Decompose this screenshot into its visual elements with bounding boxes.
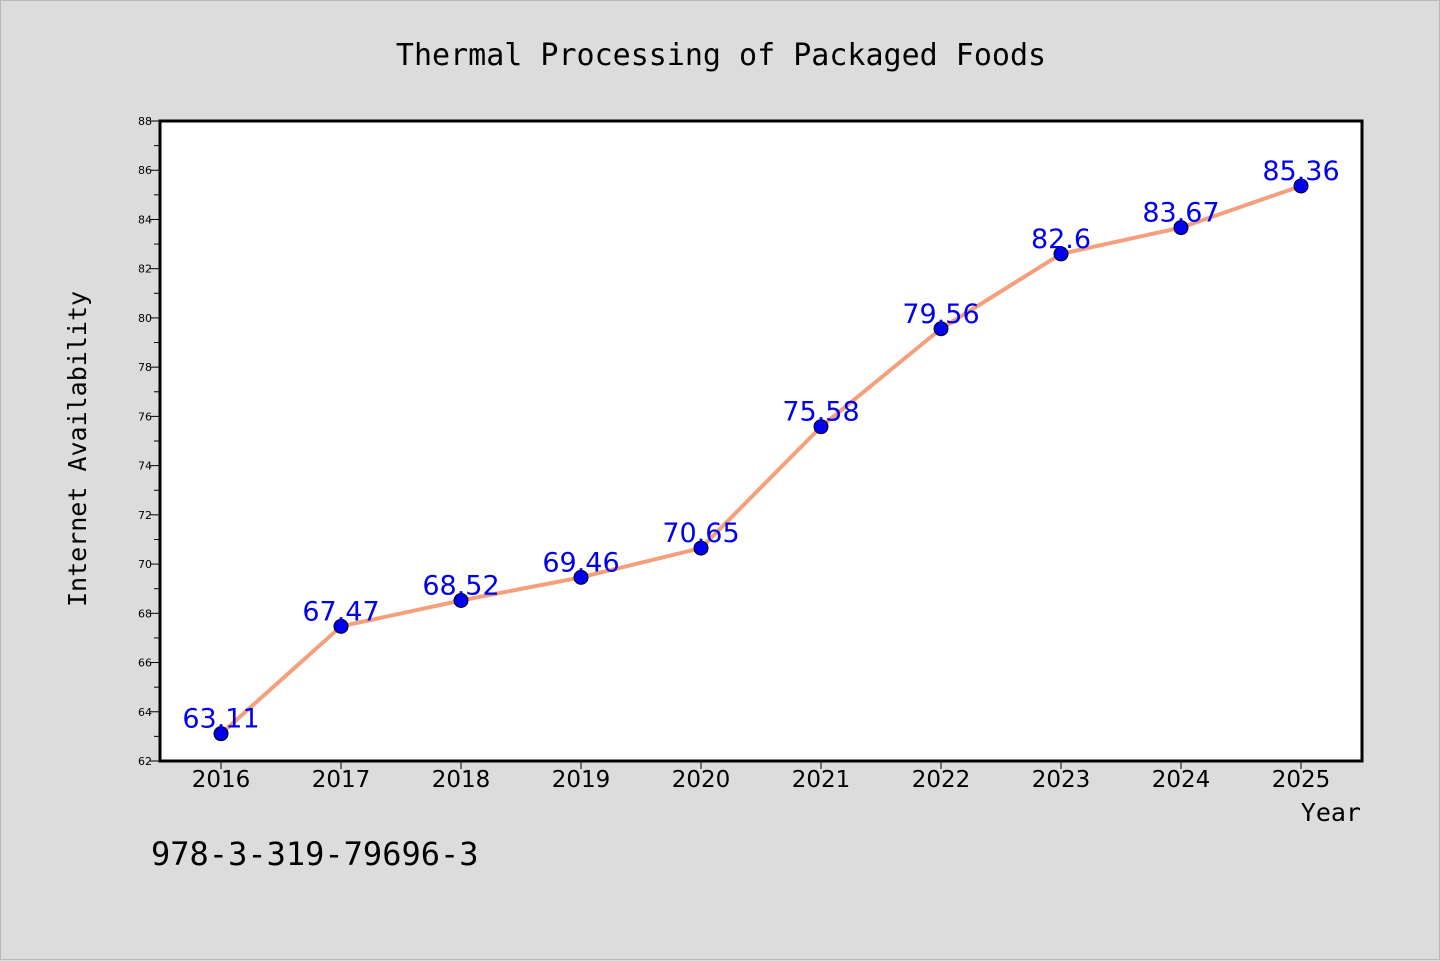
data-label: 85.36 bbox=[1262, 156, 1339, 187]
data-point bbox=[1293, 178, 1309, 194]
y-tick-label: 66 bbox=[138, 657, 152, 670]
data-label: 70.65 bbox=[662, 518, 739, 549]
footer-code: 978-3-319-79696-3 bbox=[151, 835, 479, 873]
y-tick-label: 80 bbox=[138, 312, 152, 325]
y-tick-label: 78 bbox=[138, 361, 152, 374]
data-label: 68.52 bbox=[422, 571, 499, 602]
data-point bbox=[813, 419, 829, 435]
x-axis: 2016 2017 2018 2019 2020 2021 2022 2023 2024 2025 bbox=[192, 761, 1331, 793]
data-point bbox=[693, 540, 709, 556]
data-point bbox=[933, 321, 949, 337]
data-point bbox=[573, 569, 589, 585]
plot-area bbox=[158, 119, 1364, 763]
y-tick-label: 86 bbox=[138, 164, 152, 177]
data-label: 63.11 bbox=[182, 704, 259, 735]
x-tick-label: 2017 bbox=[312, 767, 371, 793]
x-tick-label: 2024 bbox=[1152, 767, 1211, 793]
y-tick-label: 76 bbox=[138, 410, 152, 423]
x-tick-label: 2022 bbox=[912, 767, 971, 793]
data-point bbox=[213, 726, 229, 742]
x-tick-label: 2016 bbox=[192, 767, 251, 793]
x-tick-label: 2018 bbox=[432, 767, 491, 793]
y-tick-label: 82 bbox=[138, 263, 152, 276]
x-axis-label: Year bbox=[1301, 798, 1361, 827]
data-label: 75.58 bbox=[782, 397, 859, 428]
y-tick-label: 64 bbox=[138, 706, 152, 719]
x-tick-label: 2020 bbox=[672, 767, 731, 793]
data-point bbox=[333, 618, 349, 634]
series-group: 63.11 67.47 68.52 69.46 70.65 75.58 79.56 82.6 8… bbox=[182, 156, 1340, 742]
x-tick-label: 2019 bbox=[552, 767, 611, 793]
y-tick-label: 74 bbox=[138, 460, 152, 473]
y-tick-label: 68 bbox=[138, 607, 152, 620]
y-tick-label: 84 bbox=[138, 213, 152, 226]
y-axis-label: Internet Availability bbox=[63, 291, 92, 607]
data-point bbox=[1053, 246, 1069, 262]
y-tick-label: 72 bbox=[138, 509, 152, 522]
x-tick-label: 2023 bbox=[1032, 767, 1091, 793]
data-label: 82.6 bbox=[1031, 224, 1091, 255]
data-label: 67.47 bbox=[302, 596, 379, 627]
data-point bbox=[453, 593, 469, 609]
data-label: 69.46 bbox=[542, 547, 619, 578]
y-axis: 62 64 66 68 70 72 74 76 78 80 82 84 86 88 bbox=[138, 115, 160, 768]
y-tick-label: 62 bbox=[138, 755, 152, 768]
x-tick-label: 2021 bbox=[792, 767, 851, 793]
y-tick-label: 88 bbox=[138, 115, 152, 128]
data-point bbox=[1173, 220, 1189, 236]
series-line bbox=[219, 183, 1303, 736]
x-tick-label: 2025 bbox=[1272, 767, 1331, 793]
data-label: 83.67 bbox=[1142, 198, 1219, 229]
y-tick-label: 70 bbox=[138, 558, 152, 571]
chart-title: Thermal Processing of Packaged Foods bbox=[396, 38, 1046, 73]
data-label: 79.56 bbox=[902, 299, 979, 330]
